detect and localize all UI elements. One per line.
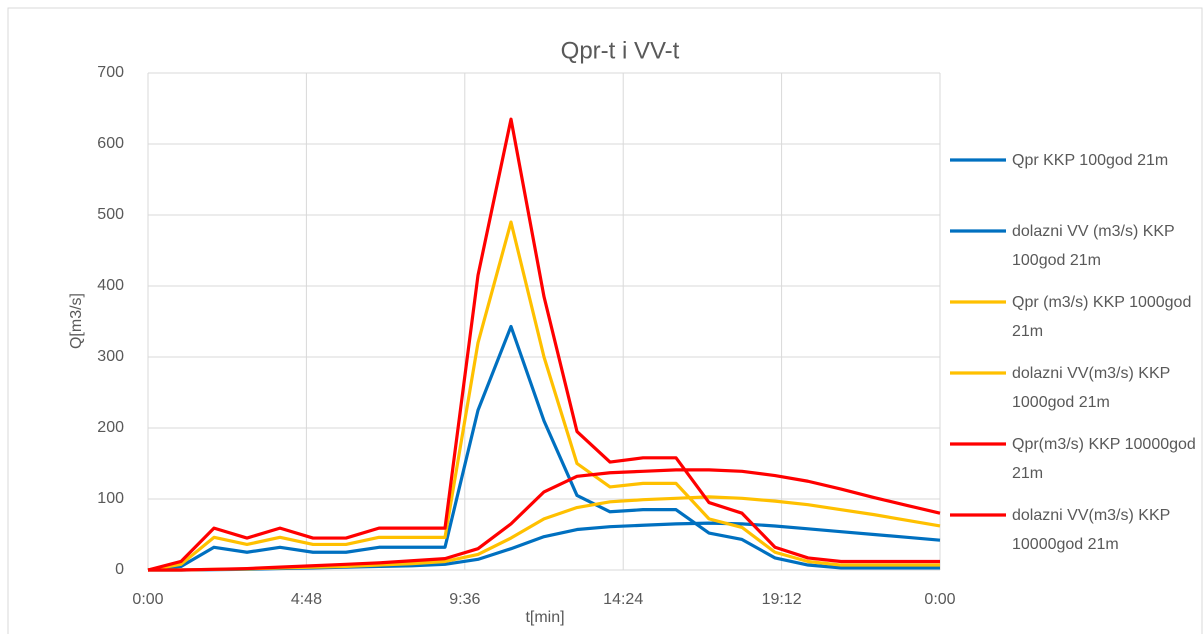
- x-tick-label: 0:00: [132, 591, 163, 608]
- y-tick-label: 700: [97, 64, 124, 81]
- series-line: [148, 468, 941, 572]
- y-tick-label: 100: [97, 490, 124, 507]
- y-tick-label: 600: [97, 135, 124, 152]
- y-tick-label: 400: [97, 277, 124, 294]
- series-line: [147, 324, 940, 572]
- y-tick-label: 200: [97, 419, 124, 436]
- x-tick-label: 4:48: [291, 591, 322, 608]
- x-tick-label: 9:36: [449, 591, 480, 608]
- legend-label: dolazni VV(m3/s) KKP 10000god 21m: [1012, 507, 1170, 553]
- y-tick-label: 300: [97, 348, 124, 365]
- x-tick-label: 0:00: [924, 591, 955, 608]
- series-line: [147, 220, 940, 572]
- y-axis-label: Q[m3/s]: [68, 293, 85, 349]
- chart-border: [7, 7, 1203, 634]
- x-tick-label: 19:12: [762, 591, 802, 608]
- legend-label: dolazni VV (m3/s) KKP 100god 21m: [1012, 223, 1175, 269]
- legend-label: Qpr (m3/s) KKP 1000god 21m: [1012, 294, 1192, 340]
- legend-label: Qpr KKP 100god 21m: [1012, 152, 1169, 169]
- y-tick-label: 0: [115, 561, 124, 578]
- chart-title: Qpr-t i VV-t: [561, 37, 680, 64]
- x-tick-label: 14:24: [603, 591, 643, 608]
- y-tick-label: 500: [97, 206, 124, 223]
- legend-label: dolazni VV(m3/s) KKP 1000god 21m: [1012, 365, 1170, 411]
- legend-label: Qpr(m3/s) KKP 10000god 21m: [1012, 436, 1196, 482]
- x-axis-label: t[min]: [525, 609, 564, 626]
- series-line: [147, 117, 940, 572]
